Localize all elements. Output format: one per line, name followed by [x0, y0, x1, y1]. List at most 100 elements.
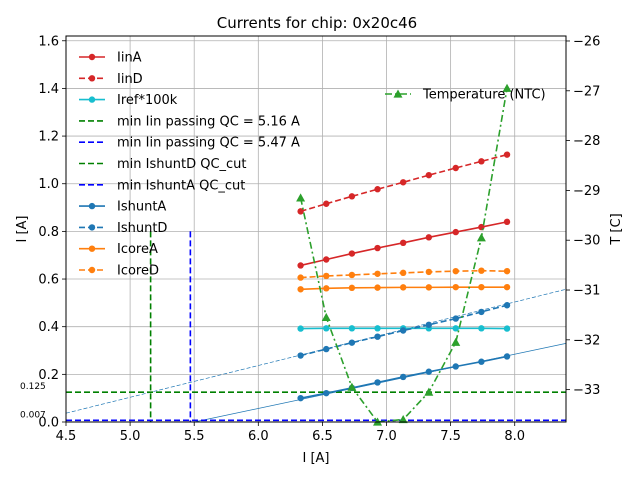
- temperature-point: [476, 233, 486, 242]
- qc-hline-label: 0.007: [20, 410, 46, 420]
- y-axis-label: I [A]: [15, 215, 30, 242]
- data-point: [348, 250, 356, 257]
- data-point: [399, 373, 407, 381]
- data-point: [503, 353, 511, 360]
- y-tick-label: 0.2: [38, 368, 59, 383]
- data-point: [323, 345, 330, 353]
- data-point: [503, 302, 511, 309]
- y-tick-label: 0.6: [38, 273, 59, 288]
- data-point: [297, 325, 304, 332]
- x-tick-label: 8.0: [504, 429, 525, 444]
- data-point: [374, 186, 381, 193]
- data-point: [425, 268, 433, 276]
- data-point: [452, 363, 459, 370]
- temperature-point: [398, 415, 408, 424]
- legend-label: IcoreA: [117, 242, 158, 257]
- chart-title: Currents for chip: 0x20c46: [217, 14, 417, 32]
- data-point: [323, 389, 330, 397]
- temperature-point: [321, 312, 331, 322]
- temperature-point: [502, 83, 512, 92]
- y2-tick-label: −27: [573, 84, 600, 99]
- y2-tick-label: −26: [573, 34, 600, 49]
- axes: 4.5 5.0 5.5 6.0 6.5 7.0 7.5 8.0 0.0 0.2 0.4 0.6 0.8 1…: [38, 34, 600, 444]
- data-point: [452, 164, 459, 172]
- data-point: [452, 315, 459, 322]
- y-tick-label: 1.6: [38, 34, 59, 49]
- data-point: [425, 234, 433, 241]
- y2-tick-label: −33: [573, 383, 600, 398]
- data-point: [348, 271, 356, 279]
- y2-tick-label: −28: [573, 134, 600, 149]
- data-point: [297, 262, 304, 269]
- data-point: [452, 267, 459, 275]
- data-point: [425, 171, 433, 179]
- plot-frame: [65, 35, 567, 423]
- data-point: [323, 200, 330, 207]
- data-point: [399, 239, 407, 247]
- legend-label: min Iin passing QC = 5.16 A: [117, 114, 300, 129]
- data-point: [374, 333, 381, 340]
- y2-tick-label: −30: [573, 234, 600, 249]
- legend-label: IshuntD: [117, 221, 167, 236]
- plot-data: 0.125 0.007: [20, 83, 567, 426]
- data-point: [374, 244, 381, 252]
- data-point: [348, 193, 356, 200]
- y2-tick-label: −32: [573, 333, 600, 348]
- x-tick-label: 5.0: [120, 429, 141, 444]
- legend-label: min Iin passing QC = 5.47 A: [117, 136, 300, 151]
- legend-marker: [393, 89, 403, 98]
- legend-label: IinA: [117, 51, 142, 66]
- legend-marker: [88, 75, 96, 82]
- data-point: [503, 218, 511, 226]
- data-point: [348, 325, 356, 332]
- data-point: [478, 325, 485, 332]
- data-point: [297, 394, 304, 402]
- data-point: [452, 283, 459, 291]
- data-point: [374, 379, 381, 386]
- data-point: [297, 274, 304, 281]
- data-point: [478, 308, 485, 316]
- legend-label: IcoreD: [117, 264, 159, 279]
- data-point: [323, 256, 330, 263]
- data-point: [478, 158, 485, 165]
- legend-label: Temperature (NTC): [422, 88, 546, 103]
- temperature-point: [296, 193, 306, 202]
- data-point: [399, 284, 407, 291]
- data-point: [297, 208, 304, 215]
- data-point: [323, 325, 330, 332]
- data-point: [503, 151, 511, 158]
- temperature-point: [451, 337, 461, 346]
- data-point: [478, 358, 485, 365]
- legend-label: min IshuntD QC_cut: [117, 157, 247, 172]
- legend-label: IshuntA: [117, 200, 166, 215]
- legend-marker: [88, 53, 96, 61]
- data-point: [503, 267, 511, 275]
- data-point: [297, 286, 304, 293]
- data-point: [478, 267, 485, 274]
- legend-temperature: Temperature (NTC): [385, 88, 546, 103]
- data-point: [425, 368, 433, 375]
- data-point: [503, 283, 511, 291]
- legend-marker: [88, 266, 96, 274]
- data-point: [348, 339, 356, 346]
- data-point: [452, 228, 459, 236]
- qc-hline-label: 0.125: [20, 382, 46, 392]
- legend-marker: [88, 224, 96, 231]
- data-point: [374, 325, 381, 332]
- x-tick-label: 4.5: [56, 429, 77, 444]
- y-tick-label: 1.2: [38, 130, 59, 145]
- legend-marker: [88, 245, 96, 252]
- data-point: [374, 284, 381, 291]
- x-tick-label: 6.0: [248, 429, 269, 444]
- data-point: [399, 179, 407, 186]
- data-point: [323, 285, 330, 292]
- x-tick-label: 7.5: [440, 429, 461, 444]
- data-point: [374, 270, 381, 277]
- temperature-point: [347, 382, 357, 391]
- data-point: [399, 269, 407, 277]
- data-point: [503, 325, 511, 332]
- legend-label: min IshuntA QC_cut: [117, 178, 245, 193]
- legend-label: Iref*100k: [117, 93, 178, 108]
- data-point: [425, 321, 433, 328]
- legend-marker: [88, 96, 96, 103]
